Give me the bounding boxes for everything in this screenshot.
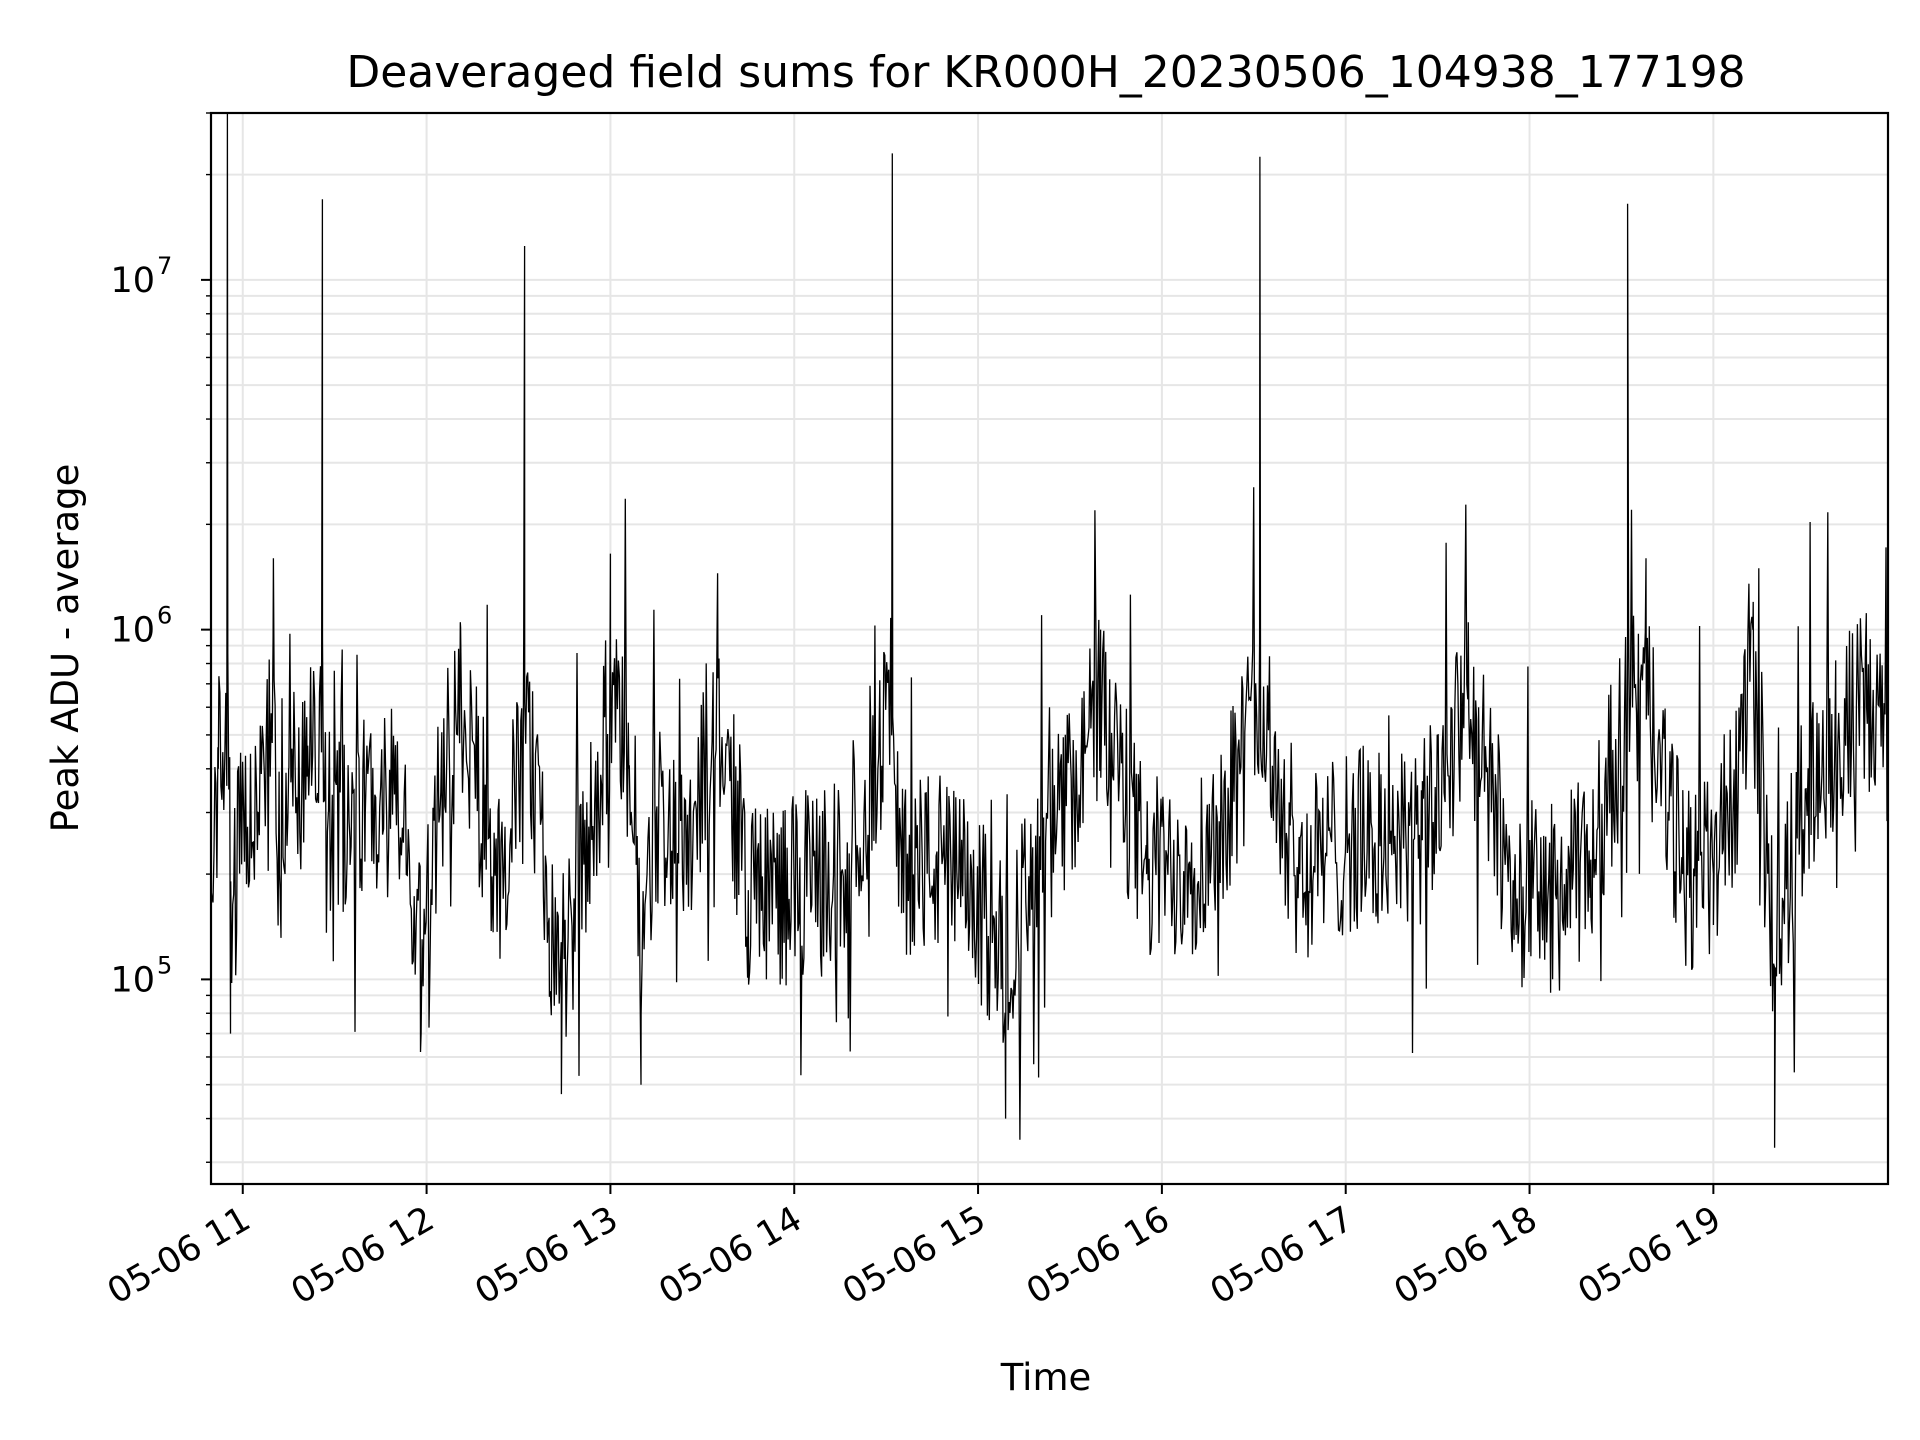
y-tick-label: 10 [110,261,155,301]
y-tick-exponent: 7 [157,252,172,280]
y-tick-label: 10 [110,611,155,651]
chart-title: Deaveraged field sums for KR000H_2023050… [346,47,1745,98]
series-layer [210,112,1889,1148]
y-tick-exponent: 6 [157,602,172,630]
y-tick-exponent: 5 [157,951,172,979]
x-axis-label: Time [1000,1356,1092,1399]
plot-frame [209,111,1890,1186]
y-axis-label: Peak ADU - average [44,464,87,833]
y-tick-label: 10 [110,960,155,1000]
series-line [210,112,1889,1148]
